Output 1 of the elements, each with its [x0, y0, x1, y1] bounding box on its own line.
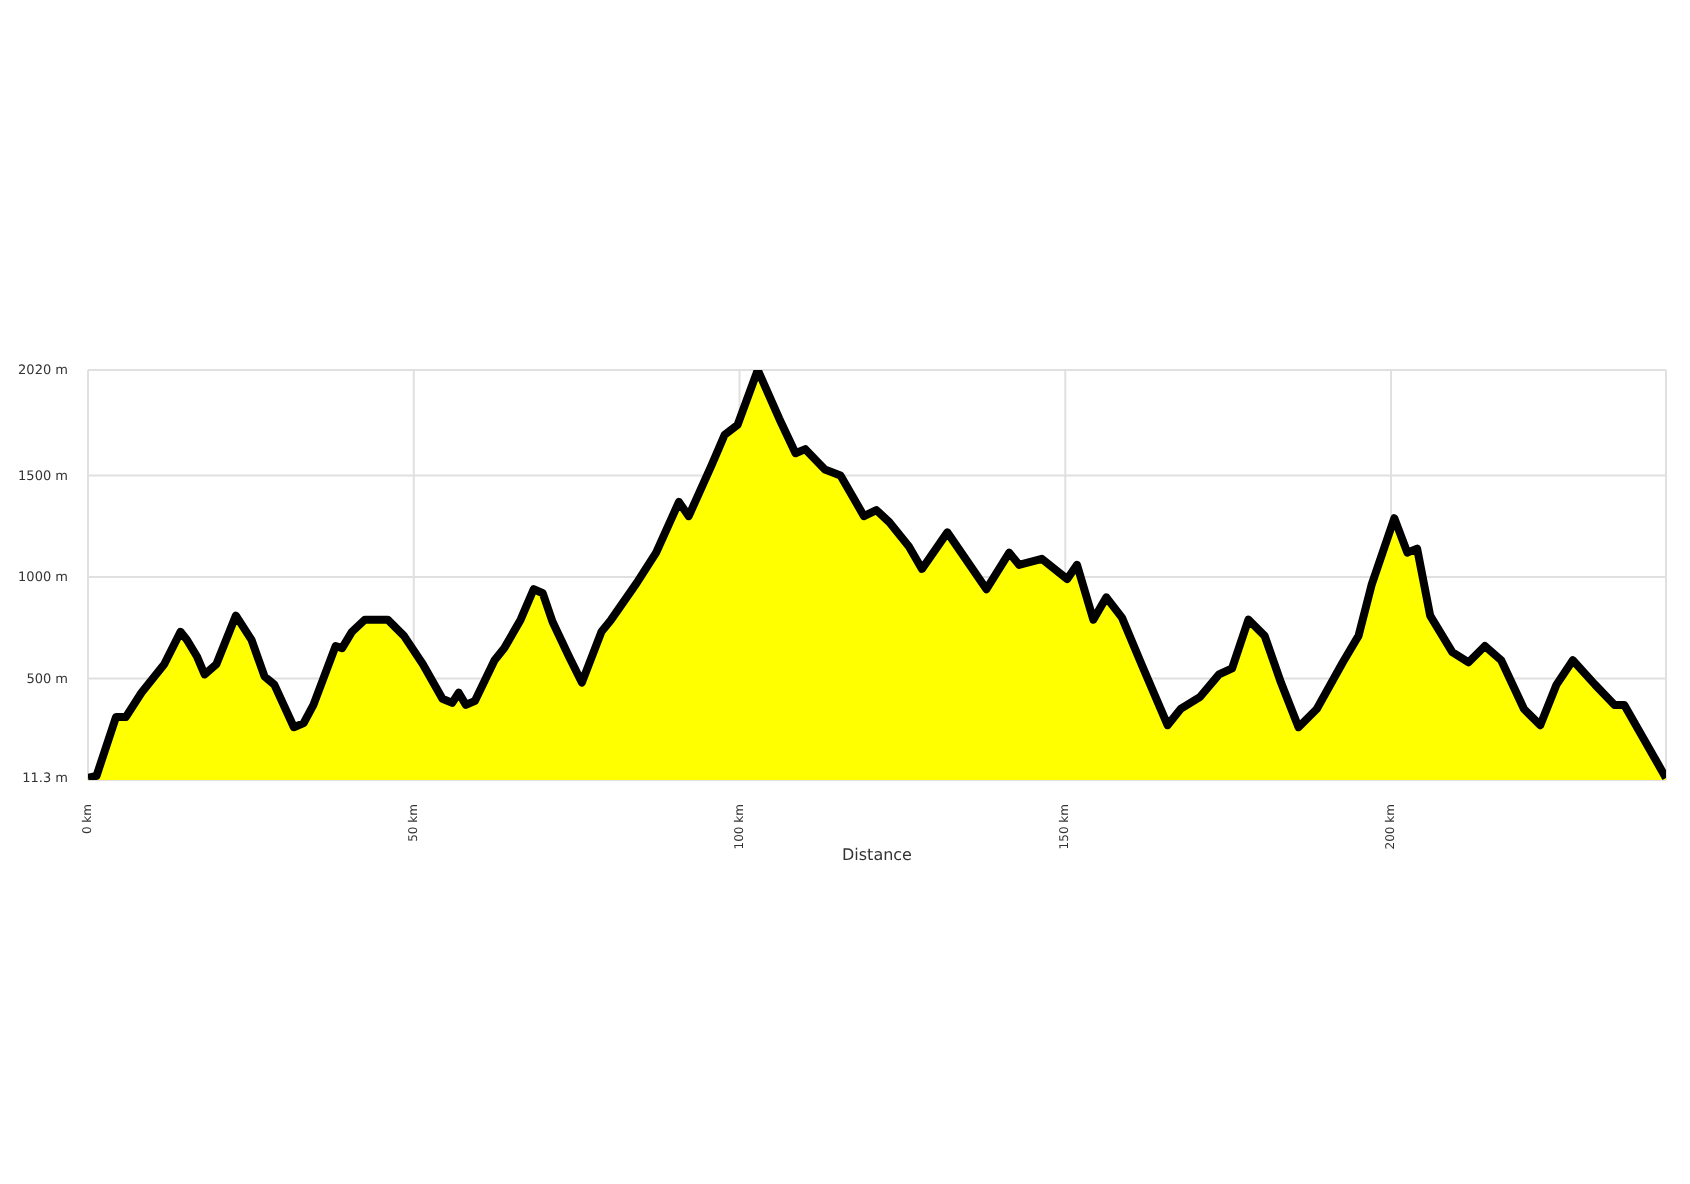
x-axis-title: Distance: [842, 846, 913, 864]
